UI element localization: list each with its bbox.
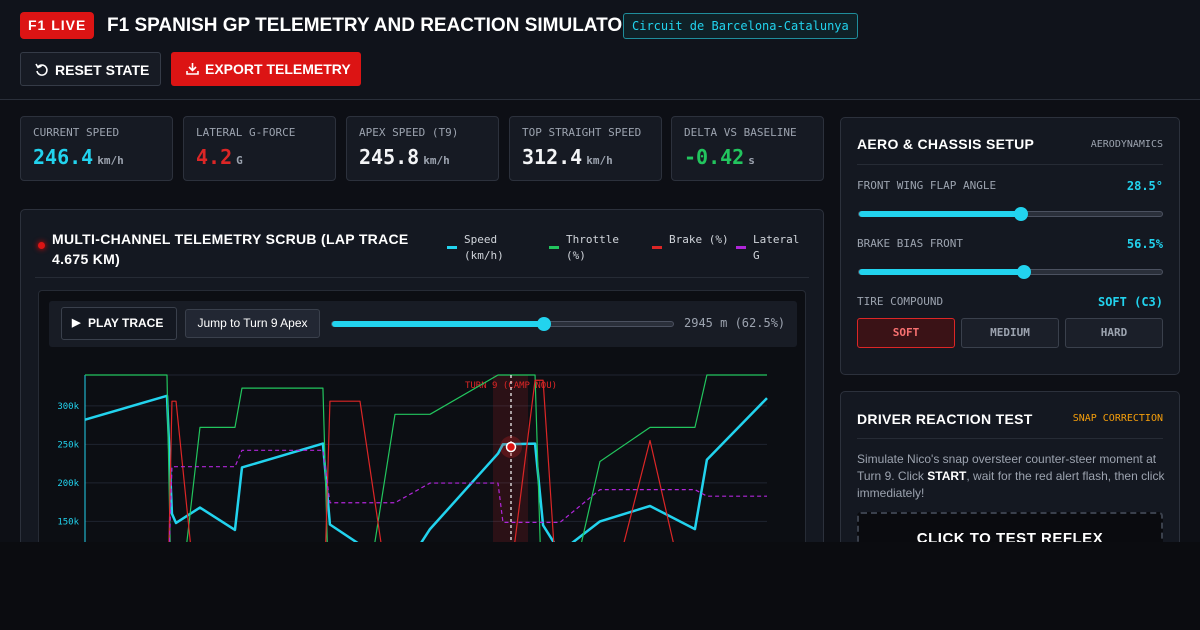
desc-text: Simulate Nico's snap oversteer counter-s…: [857, 452, 1157, 483]
tire-value: SOFT (C3): [1097, 295, 1163, 309]
stat-label: APEX SPEED (T9): [359, 126, 459, 139]
desc-text: , wait for the red alert flash, then cli…: [857, 469, 1165, 500]
reset-label: RESET STATE: [55, 62, 150, 78]
main: CURRENT SPEED 246.4 km/h LATERAL G-FORCE 4.2…: [0, 100, 1200, 542]
series-line: [84, 394, 768, 542]
tire-hard[interactable]: HARD: [1065, 318, 1163, 348]
telemetry-title: MULTI-CHANNEL TELEMETRY SCRUB (LAP TRACE…: [52, 231, 409, 267]
play-button[interactable]: ▶ PLAY TRACE: [61, 307, 177, 340]
tire-medium[interactable]: MEDIUM: [961, 318, 1059, 348]
y-tick-label: 300k: [57, 402, 79, 412]
export-icon: [186, 63, 199, 75]
wing-label: FRONT WING FLAP ANGLE: [857, 179, 997, 192]
series-line: [85, 374, 767, 542]
annotation: TURN 9 (CAMP NOU): [465, 381, 557, 391]
stat-label: TOP STRAIGHT SPEED: [522, 126, 642, 139]
stat-unit: G: [236, 154, 243, 167]
legend-swatch: [447, 246, 457, 249]
jump-button[interactable]: Jump to Turn 9 Apex: [185, 309, 320, 338]
wing-slider[interactable]: [858, 207, 1163, 221]
play-icon: ▶: [72, 317, 81, 329]
export-button[interactable]: EXPORT TELEMETRY: [171, 52, 361, 86]
bias-label: BRAKE BIAS FRONT: [857, 237, 963, 250]
reaction-title: DRIVER REACTION TEST: [857, 411, 1033, 427]
page-title: F1 SPANISH GP TELEMETRY AND REACTION SIM…: [107, 15, 636, 36]
reaction-panel: DRIVER REACTION TEST SNAP CORRECTION Sim…: [840, 391, 1180, 542]
reaction-tag: SNAP CORRECTION: [1072, 413, 1163, 424]
stat-row: 246.4 km/h: [33, 145, 160, 169]
export-label: EXPORT TELEMETRY: [205, 61, 351, 77]
bias-thumb[interactable]: [1017, 265, 1031, 279]
stat-label: DELTA VS BASELINE: [684, 126, 797, 139]
legend-swatch: [549, 246, 559, 249]
stat-unit: s: [748, 154, 755, 167]
legend-label: Brake (%): [669, 233, 729, 246]
header: F1 LIVE F1 SPANISH GP TELEMETRY AND REAC…: [0, 0, 1200, 100]
stat-card: DELTA VS BASELINE -0.42 s: [671, 116, 824, 181]
aero-tag: AERODYNAMICS: [1090, 139, 1163, 150]
stat-card: APEX SPEED (T9) 245.8 km/h: [346, 116, 499, 181]
stat-card: CURRENT SPEED 246.4 km/h: [20, 116, 173, 181]
bias-slider[interactable]: [858, 265, 1163, 279]
stat-value: 312.4: [522, 145, 583, 169]
wing-fill: [859, 211, 1021, 217]
series-line: [168, 449, 767, 542]
y-tick-label: 200k: [57, 479, 79, 489]
stat-unit: km/h: [97, 154, 124, 167]
stat-label: LATERAL G-FORCE: [196, 126, 296, 139]
legend-label: Lateral G: [753, 233, 800, 262]
aero-title: AERO & CHASSIS SETUP: [857, 136, 1035, 152]
telemetry-chart: 150k 200k 250k 300k TURN 9 (CAMP NOU): [57, 374, 768, 542]
divider: [857, 438, 1163, 439]
legend-swatch: [736, 246, 746, 249]
scrub-readout: 2945 m (62.5%): [684, 316, 786, 330]
wing-thumb[interactable]: [1014, 207, 1028, 221]
reset-icon: [35, 63, 48, 76]
cursor-dot: [505, 441, 517, 453]
reaction-description: Simulate Nico's snap oversteer counter-s…: [857, 451, 1167, 502]
wing-value: 28.5°: [1126, 179, 1163, 193]
tire-soft[interactable]: SOFT: [857, 318, 955, 348]
stat-value: 245.8: [359, 145, 420, 169]
stat-card: LATERAL G-FORCE 4.2 G: [183, 116, 336, 181]
stat-value: -0.42: [684, 145, 745, 169]
live-badge: F1 LIVE: [20, 12, 95, 39]
scrub-thumb[interactable]: [537, 317, 551, 331]
toolbar: ▶ PLAY TRACE Jump to Turn 9 Apex 2945 m (…: [49, 301, 797, 347]
circuit-tag: Circuit de Barcelona-Catalunya: [623, 13, 858, 39]
bias-fill: [859, 269, 1024, 275]
scrub-fill: [332, 321, 544, 327]
stat-row: 245.8 km/h: [359, 145, 486, 169]
stat-value: 246.4: [33, 145, 94, 169]
desc-strong: START: [927, 469, 967, 483]
stat-row: 4.2 G: [196, 145, 323, 169]
bias-value: 56.5%: [1126, 237, 1163, 251]
play-label: PLAY TRACE: [88, 316, 164, 330]
divider: [857, 164, 1163, 165]
y-tick-label: 150k: [57, 517, 79, 527]
live-dot: [38, 242, 45, 249]
stat-row: -0.42 s: [684, 145, 811, 169]
stat-unit: km/h: [423, 154, 450, 167]
stat-unit: km/h: [586, 154, 613, 167]
legend-swatch: [652, 246, 662, 249]
chart-container: ▶ PLAY TRACE Jump to Turn 9 Apex 2945 m (…: [38, 290, 806, 542]
reflex-button[interactable]: CLICK TO TEST REFLEX: [857, 512, 1163, 542]
series-line: [168, 379, 674, 542]
stat-label: CURRENT SPEED: [33, 126, 120, 139]
aero-panel: AERO & CHASSIS SETUP AERODYNAMICS FRONT …: [840, 117, 1180, 375]
stat-value: 4.2: [196, 145, 233, 169]
tire-label: TIRE COMPOUND: [857, 295, 944, 308]
legend-label: Speed (km/h): [464, 233, 504, 262]
divider: [35, 277, 809, 278]
scrub-slider[interactable]: [331, 317, 674, 331]
y-tick-label: 250k: [57, 440, 79, 450]
stat-row: 312.4 km/h: [522, 145, 649, 169]
stat-card: TOP STRAIGHT SPEED 312.4 km/h: [509, 116, 662, 181]
reset-button[interactable]: RESET STATE: [20, 52, 161, 86]
legend-label: Throttle (%): [566, 233, 619, 262]
